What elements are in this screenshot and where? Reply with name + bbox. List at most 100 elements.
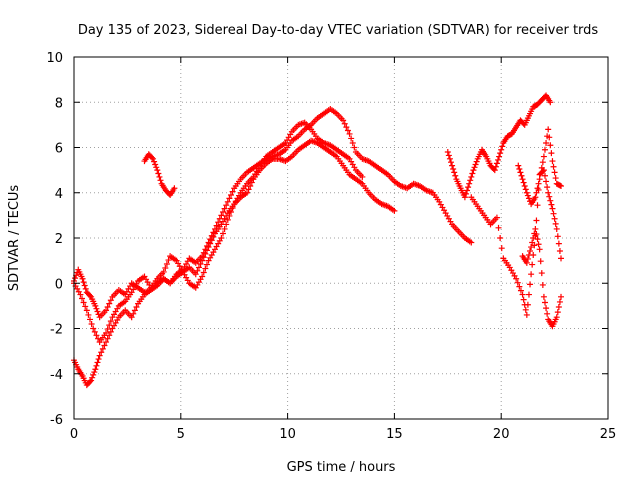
data-point	[497, 150, 504, 157]
data-point	[226, 195, 233, 202]
data-point	[518, 172, 525, 179]
data-point	[528, 244, 535, 251]
data-point	[466, 180, 473, 187]
data-point	[543, 178, 550, 185]
data-point	[351, 144, 358, 151]
data-point	[224, 216, 231, 223]
y-axis-label: SDTVAR / TECUs	[7, 185, 22, 292]
data-point	[468, 239, 475, 246]
data-point	[545, 189, 552, 196]
data-point	[81, 282, 88, 289]
data-point	[471, 164, 478, 171]
data-point	[151, 158, 158, 165]
data-point	[524, 301, 531, 308]
tick-layer: 0 5 10 15 20 25 -6 -4 -2 0 2 4 6 8 10	[46, 51, 616, 442]
data-point	[245, 186, 252, 193]
data-point	[207, 240, 214, 247]
y-tick-label: -6	[50, 413, 63, 428]
data-point	[529, 261, 536, 268]
data-point	[452, 172, 459, 179]
y-tick-label: 8	[55, 96, 63, 111]
data-point	[349, 139, 356, 146]
data-point	[93, 332, 100, 339]
data-point	[99, 345, 106, 352]
data-point	[547, 142, 554, 149]
data-point	[555, 304, 562, 311]
data-point	[98, 349, 105, 356]
data-point	[87, 378, 94, 385]
data-point	[541, 146, 548, 153]
data-point	[200, 254, 207, 261]
data-point	[550, 210, 557, 217]
data-point	[343, 124, 350, 131]
data-point	[553, 225, 560, 232]
data-point	[391, 207, 398, 214]
data-point	[525, 251, 532, 258]
data-point	[498, 146, 505, 153]
data-point	[529, 239, 536, 246]
data-point	[558, 182, 565, 189]
data-point	[157, 177, 164, 184]
data-point	[534, 202, 541, 209]
x-tick-label: 15	[386, 427, 403, 442]
data-point	[221, 225, 228, 232]
data-point	[103, 330, 110, 337]
data-point	[210, 233, 217, 240]
series-track-e	[468, 167, 565, 318]
data-point	[556, 298, 563, 305]
data-point	[516, 165, 523, 172]
data-point	[525, 291, 532, 298]
data-point	[133, 304, 140, 311]
data-point	[445, 152, 452, 159]
data-point	[517, 287, 524, 294]
data-point	[527, 248, 534, 255]
data-point	[229, 205, 236, 212]
data-point	[549, 158, 556, 165]
data-point	[93, 305, 100, 312]
data-point	[199, 257, 206, 264]
data-point	[340, 117, 347, 124]
chart-title: Day 135 of 2023, Sidereal Day-to-day VTE…	[78, 23, 599, 38]
data-point	[223, 202, 230, 209]
data-point	[533, 217, 540, 224]
data-point	[244, 189, 251, 196]
data-point	[495, 224, 502, 231]
data-point	[94, 359, 101, 366]
data-point	[154, 167, 161, 174]
data-point	[465, 184, 472, 191]
data-point	[203, 261, 210, 268]
data-point	[95, 356, 102, 363]
x-axis-label: GPS time / hours	[287, 460, 396, 475]
data-point	[534, 236, 541, 243]
data-point	[519, 176, 526, 183]
data-point	[540, 153, 547, 160]
grid-layer	[74, 57, 608, 419]
data-point	[558, 255, 565, 262]
data-point	[491, 167, 498, 174]
data-point	[192, 271, 199, 278]
data-point	[515, 162, 522, 169]
x-tick-label: 5	[177, 427, 185, 442]
data-point	[200, 269, 207, 276]
data-point	[359, 173, 366, 180]
data-point	[520, 179, 527, 186]
data-point	[103, 339, 110, 346]
data-point	[530, 235, 537, 241]
data-point	[148, 154, 155, 161]
data-point	[513, 275, 520, 282]
data-point	[548, 150, 555, 157]
data-point	[226, 212, 233, 219]
data-point	[522, 186, 529, 193]
data-point	[494, 156, 501, 163]
data-point	[492, 163, 499, 170]
data-point	[547, 197, 554, 204]
data-point	[219, 208, 226, 215]
series-track-f	[515, 126, 565, 208]
data-point	[104, 326, 111, 333]
data-point	[88, 377, 95, 384]
data-point	[165, 257, 172, 264]
data-point	[499, 143, 506, 150]
y-tick-label: 4	[55, 187, 63, 202]
data-point	[155, 170, 162, 177]
